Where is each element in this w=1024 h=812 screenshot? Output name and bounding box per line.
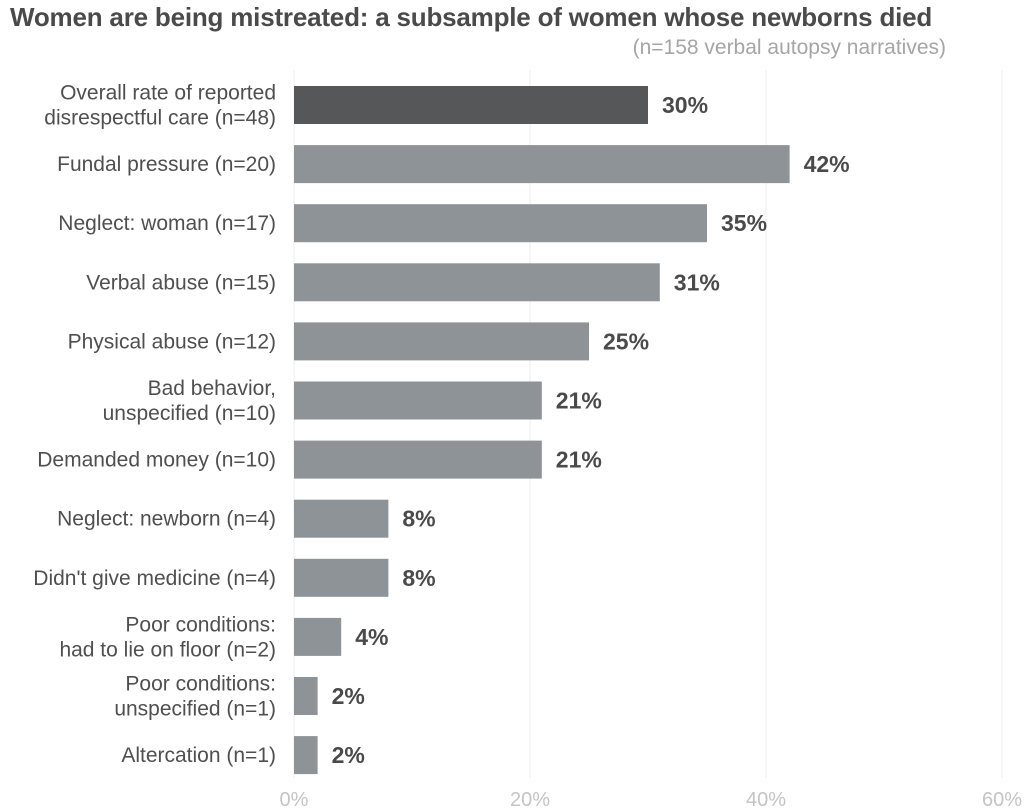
category-label: Verbal abuse (n=15) (86, 271, 276, 294)
value-label: 21% (556, 388, 602, 414)
value-label: 35% (721, 210, 767, 236)
bar (294, 558, 389, 597)
value-labels: 30% 42% 35% 31% 25% 21% 21% 8% 8% 4% 2% 2% (332, 92, 850, 768)
category-label: Demanded money (n=10) (37, 449, 276, 472)
category-labels: Overall rate of reported disrespectful ca… (33, 82, 276, 768)
bar (294, 736, 318, 775)
bar (294, 499, 389, 538)
bar (294, 381, 542, 420)
category-label: Poor conditions: unspecified (n=1) (114, 673, 276, 721)
x-tick-label: 0% (280, 789, 309, 811)
value-label: 31% (674, 269, 720, 295)
category-label: Overall rate of reported disrespectful ca… (44, 82, 276, 130)
value-label: 2% (332, 742, 365, 768)
x-tick-label: 60% (982, 789, 1022, 811)
chart-subtitle: (n=158 verbal autopsy narratives) (632, 36, 946, 59)
value-label: 21% (556, 447, 602, 473)
category-label: Neglect: woman (n=17) (58, 212, 276, 235)
category-label: Neglect: newborn (n=4) (57, 508, 276, 531)
value-label: 2% (332, 683, 365, 709)
category-label: Physical abuse (n=12) (68, 330, 276, 353)
bar (294, 440, 542, 479)
bar (294, 145, 790, 184)
value-label: 30% (662, 92, 708, 118)
value-label: 8% (402, 506, 435, 532)
chart-title: Women are being mistreated: a subsample … (10, 2, 933, 32)
bars (294, 86, 790, 775)
gridlines (293, 70, 1003, 778)
bar (294, 617, 342, 656)
value-label: 8% (402, 565, 435, 591)
category-label: Poor conditions: had to lie on floor (n=2… (59, 613, 276, 661)
bar (294, 263, 660, 302)
x-tick-label: 40% (746, 789, 786, 811)
category-label: Didn't give medicine (n=4) (33, 567, 276, 590)
category-label: Altercation (n=1) (121, 744, 276, 767)
x-tick-label: 20% (510, 789, 550, 811)
category-label: Bad behavior, unspecified (n=10) (103, 377, 276, 425)
value-label: 25% (603, 328, 649, 354)
bar (294, 322, 589, 361)
value-label: 42% (804, 151, 850, 177)
category-label: Fundal pressure (n=20) (57, 153, 276, 176)
bar-highlight (294, 86, 648, 124)
bar (294, 677, 318, 715)
x-axis-ticks: 0% 20% 40% 60% (280, 789, 1023, 811)
value-label: 4% (355, 624, 388, 650)
bar (294, 204, 707, 243)
